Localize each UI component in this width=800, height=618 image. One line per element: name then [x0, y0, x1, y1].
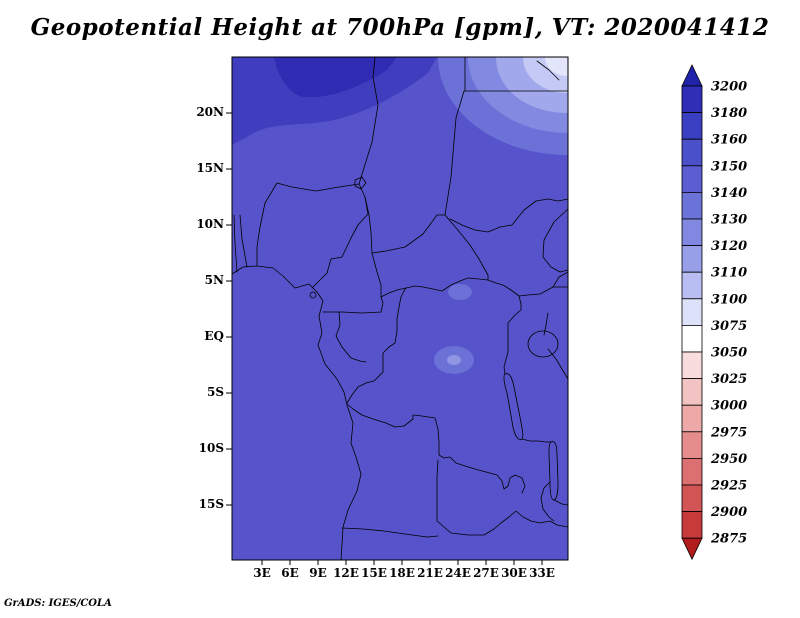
coastline-west-africa: [231, 265, 362, 561]
colorbar-level-label: 3000: [711, 399, 747, 414]
border-congo-drc-river: [346, 287, 407, 404]
colorbar-segment: [681, 271, 703, 300]
lon-tick-label: 24E: [445, 566, 471, 580]
colorbar-level-label: 3160: [711, 133, 747, 148]
colorbar-level-label: 3110: [711, 266, 747, 281]
lat-tick-label: 5S: [206, 385, 224, 399]
lon-tick-label: 18E: [389, 566, 415, 580]
colorbar-segment: [681, 138, 703, 167]
border-benin-nigeria: [256, 202, 266, 267]
lake-chad: [354, 176, 367, 190]
colorbar-level-label: 3180: [711, 106, 747, 121]
border-niger-chad: [358, 56, 379, 185]
border-tanzania-mozambique: [553, 499, 569, 506]
lon-tick-label: 3E: [253, 566, 271, 580]
lat-tick-label: 15N: [196, 161, 224, 175]
colorbar-level-label: 3025: [711, 372, 747, 387]
colorbar-level-label: 2975: [710, 425, 747, 440]
border-drc-east-lakes: [487, 279, 522, 375]
lon-tick-label: 12E: [333, 566, 359, 580]
colorbar-segment: [681, 404, 703, 433]
lon-tick-label: 30E: [501, 566, 527, 580]
colorbar-segment: [681, 378, 703, 406]
contour-spot-core: [447, 355, 461, 365]
colorbar-arrow-bottom: [681, 537, 703, 561]
axis-ticks: [226, 112, 543, 565]
colorbar-segment: [681, 218, 703, 247]
border-ethiopia-kenya: [552, 271, 569, 288]
lon-tick-label: 6E: [281, 566, 299, 580]
lon-tick-label: 33E: [529, 566, 555, 580]
border-malawi-west: [540, 481, 555, 522]
border-angola-zambia: [436, 459, 439, 522]
border-sudan-southsudan: [449, 198, 569, 233]
lat-tick-label: 10N: [196, 217, 224, 231]
map-frame: [231, 56, 569, 561]
island-bioko: [309, 291, 317, 299]
colorbar-level-label: 3050: [711, 346, 747, 361]
border-togo-benin: [239, 214, 248, 268]
colorbar-segment: [681, 165, 703, 193]
lat-tick-label: 10S: [198, 441, 224, 455]
colorbar-level-label: 3130: [711, 213, 747, 228]
colorbar-segment: [681, 431, 703, 459]
lat-tick-label: 20N: [196, 105, 224, 119]
colorbar-level-label: 3100: [711, 292, 747, 307]
colorbar-segment: [681, 191, 703, 220]
colorbar-segment: [681, 324, 703, 353]
colorbar-level-label: 3140: [711, 186, 747, 201]
lat-tick-label: EQ: [204, 329, 224, 343]
border-chad-cameroon-car: [364, 196, 446, 254]
colorbar-level-label: 3075: [711, 319, 747, 334]
lat-tick-label: 15S: [198, 497, 224, 511]
coastline-red-sea: [536, 60, 560, 81]
border-uganda-kenya: [543, 312, 549, 336]
colorbar-arrow-top: [681, 64, 703, 87]
colorbar-level-label: 2925: [710, 479, 747, 494]
border-drc-angola-zambia: [346, 403, 526, 494]
colorbar-segment: [681, 85, 703, 114]
lon-tick-label: 21E: [417, 566, 443, 580]
colorbar-level-label: 2875: [710, 532, 747, 547]
lon-tick-label: 9E: [309, 566, 327, 580]
colorbar-level-label: 2900: [710, 505, 747, 520]
lon-tick-label: 15E: [361, 566, 387, 580]
border-chad-sudan: [444, 90, 465, 216]
colorbar-segment: [681, 245, 703, 273]
contour-spot: [448, 284, 472, 300]
border-uganda-sudan: [518, 286, 569, 297]
border-car-drc-ubangi: [371, 252, 489, 298]
colorbar: 3200 3180 3160 3150 3140 3130 3120 3110 3100 3075…: [681, 64, 747, 561]
plot-title: Geopotential Height at 700hPa [gpm], VT:…: [30, 14, 770, 41]
border-zambezi-region: [436, 510, 569, 536]
map-canvas: [226, 56, 569, 565]
border-ghana-togo: [233, 214, 238, 273]
border-car-sudan: [444, 214, 489, 281]
contour-high-core: [274, 57, 397, 98]
contour-ne-corner: [545, 57, 568, 76]
border-ethiopia-sudan: [542, 208, 569, 273]
colorbar-segment: [681, 112, 703, 140]
colorbar-level-label: 3120: [711, 239, 747, 254]
border-tanzania-zambia: [521, 438, 552, 443]
colorbar-segment: [681, 511, 703, 539]
lake-victoria: [527, 330, 559, 358]
lon-tick-label: 27E: [473, 566, 499, 580]
lat-tick-label: 5N: [204, 273, 224, 287]
colorbar-segment: [681, 298, 703, 326]
colorbar-level-label: 3150: [711, 159, 747, 174]
border-niger-nigeria: [264, 182, 360, 204]
grads-credit: GrADS: IGES/COLA: [4, 598, 112, 609]
colorbar-segment: [681, 484, 703, 513]
colorbar-level-label: 3200: [711, 80, 747, 95]
colorbar-segment: [681, 351, 703, 380]
colorbar-level-label: 2950: [710, 452, 747, 467]
border-angola-namibia: [341, 527, 439, 538]
border-gabon-congo: [335, 311, 367, 363]
colorbar-segment: [681, 457, 703, 486]
